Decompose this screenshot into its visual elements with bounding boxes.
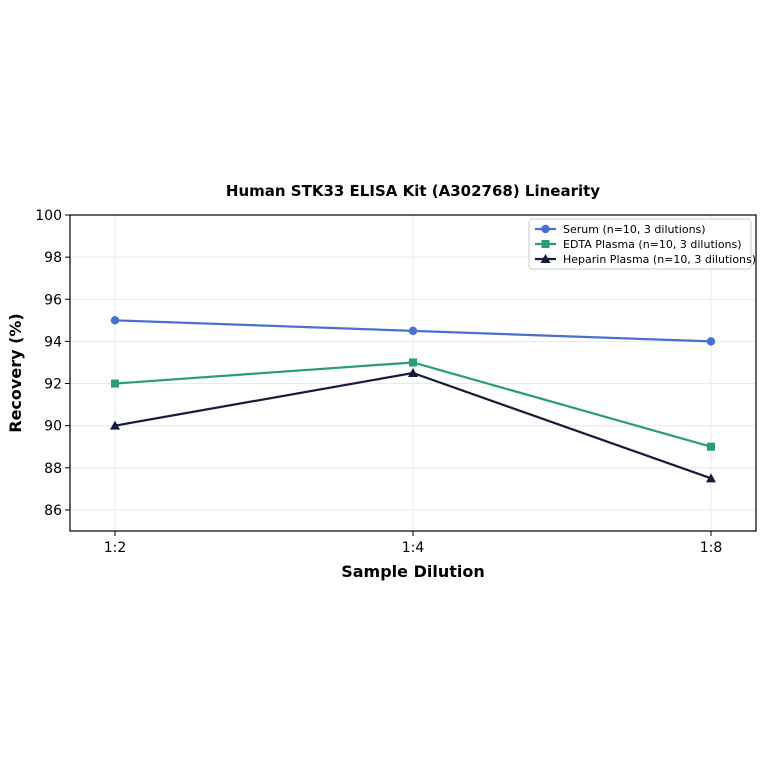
legend-marker bbox=[540, 254, 551, 263]
legend-item: Heparin Plasma (n=10, 3 dilutions) bbox=[535, 253, 756, 266]
data-point bbox=[707, 442, 715, 451]
y-tick-label: 94 bbox=[44, 334, 62, 350]
y-tick-label: 96 bbox=[44, 292, 62, 308]
data-point bbox=[409, 358, 417, 367]
x-axis-ticks: 1:2 1:4 1:8 bbox=[104, 531, 723, 556]
legend-label: EDTA Plasma (n=10, 3 dilutions) bbox=[563, 238, 742, 251]
series-serum bbox=[110, 316, 716, 346]
x-tick-label: 1:8 bbox=[700, 540, 723, 556]
data-point bbox=[706, 473, 716, 483]
y-tick-label: 98 bbox=[44, 250, 62, 266]
data-point bbox=[110, 420, 120, 430]
x-tick-label: 1:2 bbox=[104, 540, 127, 556]
y-tick-label: 88 bbox=[44, 461, 62, 477]
legend-box bbox=[528, 218, 752, 270]
chart-title: Human STK33 ELISA Kit (A302768) Linearit… bbox=[226, 182, 600, 200]
legend-label: Serum (n=10, 3 dilutions) bbox=[563, 223, 706, 236]
series-layer bbox=[110, 316, 716, 483]
data-point bbox=[408, 326, 418, 336]
y-tick-label: 100 bbox=[35, 208, 62, 224]
legend-marker bbox=[541, 240, 550, 248]
series-edta bbox=[111, 358, 715, 451]
data-point bbox=[111, 379, 119, 388]
legend-item: EDTA Plasma (n=10, 3 dilutions) bbox=[535, 238, 742, 251]
y-tick-label: 92 bbox=[44, 377, 62, 393]
legend: Serum (n=10, 3 dilutions) EDTA Plasma (n=… bbox=[528, 218, 756, 270]
y-axis-ticks: 86 88 90 92 94 96 98 100 bbox=[35, 208, 70, 519]
y-tick-label: 90 bbox=[44, 419, 62, 435]
data-point bbox=[408, 368, 418, 377]
legend-item: Serum (n=10, 3 dilutions) bbox=[535, 223, 706, 236]
legend-label: Heparin Plasma (n=10, 3 dilutions) bbox=[563, 253, 756, 266]
legend-marker bbox=[541, 224, 550, 234]
y-tick-label: 86 bbox=[44, 503, 62, 519]
series-heparin bbox=[110, 368, 716, 483]
x-tick-label: 1:4 bbox=[402, 540, 425, 556]
data-point bbox=[110, 316, 120, 325]
data-point bbox=[706, 337, 716, 346]
x-axis-title: Sample Dilution bbox=[341, 562, 485, 581]
y-axis-title: Recovery (%) bbox=[6, 313, 25, 432]
